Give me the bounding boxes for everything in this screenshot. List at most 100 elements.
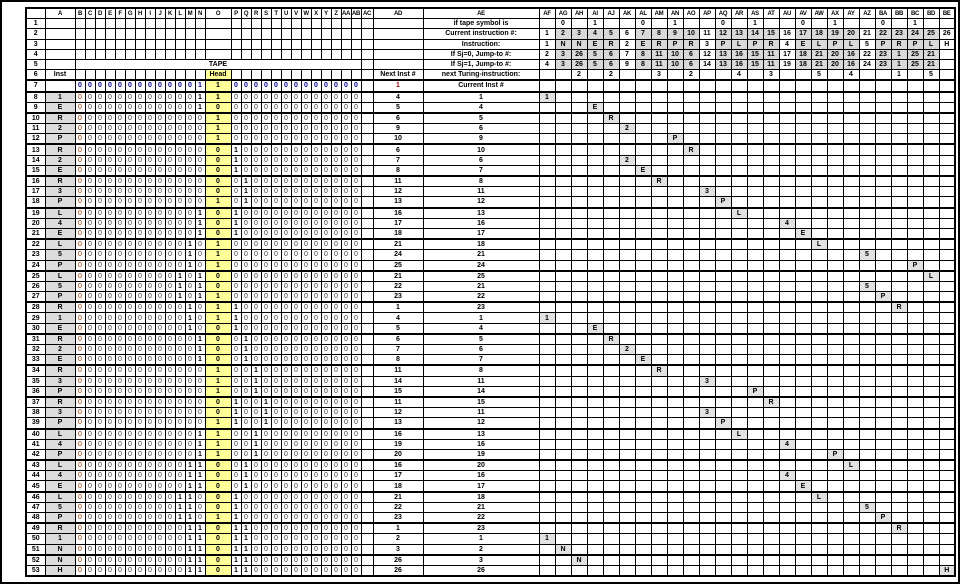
trace-cell[interactable]: [874, 227, 892, 241]
tape-cell[interactable]: 0: [154, 164, 166, 177]
trace-cell[interactable]: [602, 375, 620, 387]
program-cell[interactable]: 5: [602, 28, 620, 40]
tape-cell[interactable]: 0: [340, 343, 352, 356]
trace-cell[interactable]: [634, 333, 652, 345]
tape-cell[interactable]: 0: [184, 333, 196, 345]
trace-cell[interactable]: [570, 396, 588, 409]
tape-cell[interactable]: 0: [194, 123, 206, 135]
tape-cell[interactable]: 1: [240, 343, 252, 356]
tape-cell[interactable]: 0: [154, 396, 166, 409]
col-header-cell[interactable]: P: [230, 7, 242, 20]
tape-cell[interactable]: 0: [94, 143, 106, 156]
tape-cell[interactable]: 0: [320, 270, 332, 282]
current-inst-cell[interactable]: 11: [422, 407, 540, 419]
tape-cell[interactable]: 0: [350, 343, 362, 356]
tape-cell[interactable]: 0: [340, 333, 352, 345]
tape-cell[interactable]: 0: [154, 238, 166, 251]
tape-cell[interactable]: 0: [134, 238, 146, 251]
tape-cell[interactable]: 0: [290, 522, 302, 535]
tape-cell[interactable]: 0: [350, 133, 362, 146]
trace-cell[interactable]: [762, 364, 780, 377]
tape-cell[interactable]: 0: [194, 417, 206, 430]
trace-marker-cell[interactable]: N: [554, 543, 572, 556]
tape-cell[interactable]: 1: [174, 501, 186, 514]
program-cell[interactable]: 18: [794, 58, 812, 71]
tape-cell[interactable]: 0: [280, 491, 292, 503]
trace-cell[interactable]: [746, 564, 764, 577]
spacer-cell[interactable]: [360, 207, 374, 219]
trace-cell[interactable]: [538, 322, 556, 335]
tape-cell[interactable]: 0: [320, 207, 332, 219]
trace-cell[interactable]: [666, 143, 684, 156]
trace-cell[interactable]: [858, 543, 876, 556]
tape-cell[interactable]: 0: [104, 186, 116, 198]
row-number-cell[interactable]: 31: [25, 333, 46, 345]
tape-cell[interactable]: 0: [184, 164, 196, 177]
trace-cell[interactable]: [586, 238, 604, 251]
trace-cell[interactable]: [794, 385, 812, 398]
row-number-cell[interactable]: 2: [25, 28, 46, 40]
inst-label[interactable]: Inst: [44, 69, 76, 82]
tape-cell[interactable]: 0: [300, 91, 312, 103]
tape-cell[interactable]: 0: [270, 207, 282, 219]
trace-cell[interactable]: [794, 217, 812, 229]
trace-cell[interactable]: [842, 238, 860, 251]
col-header-cell[interactable]: BC: [906, 7, 924, 20]
tape-cell[interactable]: [164, 18, 176, 30]
col-header-cell[interactable]: AF: [538, 7, 556, 20]
trace-cell[interactable]: [554, 259, 572, 272]
inst-letter-cell[interactable]: E: [44, 164, 76, 177]
current-inst-cell[interactable]: 22: [422, 512, 540, 525]
head-label[interactable]: Head: [204, 69, 232, 82]
tape-cell[interactable]: 0: [320, 459, 332, 472]
next-inst-cell[interactable]: 5: [372, 101, 424, 114]
tape-cell[interactable]: 0: [114, 428, 126, 440]
tape-cell[interactable]: 0: [174, 533, 186, 545]
trace-cell[interactable]: [746, 301, 764, 314]
tape-cell[interactable]: 0: [280, 438, 292, 450]
trace-cell[interactable]: [938, 396, 956, 409]
trace-cell[interactable]: [714, 428, 732, 440]
trace-cell[interactable]: [682, 217, 700, 229]
tape-cell[interactable]: 0: [164, 417, 176, 430]
spacer-cell[interactable]: [360, 217, 374, 229]
trace-cell[interactable]: [890, 417, 908, 430]
trace-cell[interactable]: [826, 533, 844, 545]
trace-cell[interactable]: [586, 164, 604, 177]
program-cell[interactable]: 9: [618, 58, 636, 71]
trace-cell[interactable]: [666, 207, 684, 219]
tape-cell[interactable]: 0: [230, 428, 242, 440]
tape-cell[interactable]: 0: [124, 459, 136, 472]
tape-cell[interactable]: 0: [144, 123, 156, 135]
trace-cell[interactable]: [602, 533, 620, 545]
trace-cell[interactable]: [538, 428, 556, 440]
row-number-cell[interactable]: 25: [25, 270, 46, 282]
trace-cell[interactable]: [698, 448, 716, 462]
tape-cell[interactable]: 0: [144, 112, 156, 125]
tape-cell[interactable]: 0: [340, 196, 352, 209]
tape-cell[interactable]: 0: [290, 280, 302, 293]
trace-cell[interactable]: [554, 154, 572, 166]
trace-cell[interactable]: [906, 175, 924, 188]
trace-cell[interactable]: [938, 407, 956, 419]
tape-cell[interactable]: 0: [164, 333, 176, 345]
trace-marker-cell[interactable]: R: [650, 175, 668, 188]
next-inst-cell[interactable]: 9: [372, 123, 424, 135]
next-inst-cell[interactable]: 23: [372, 512, 424, 525]
trace-cell[interactable]: [682, 480, 700, 493]
tape-cell[interactable]: 0: [164, 501, 176, 514]
next-inst-cell[interactable]: 20: [372, 448, 424, 462]
trace-cell[interactable]: [938, 101, 956, 114]
tape-cell[interactable]: 1: [240, 354, 252, 367]
tape-cell[interactable]: 1: [184, 459, 196, 472]
trace-cell[interactable]: [906, 79, 924, 93]
trace-cell[interactable]: [634, 448, 652, 462]
col-header-cell[interactable]: V: [290, 7, 302, 20]
tape-cell[interactable]: 0: [144, 428, 156, 440]
program-cell[interactable]: [730, 18, 748, 30]
tape-cell[interactable]: 0: [240, 364, 252, 377]
tape-cell[interactable]: [134, 28, 146, 40]
inst-letter-cell[interactable]: 4: [44, 470, 76, 482]
trace-cell[interactable]: [554, 133, 572, 146]
trace-cell[interactable]: [586, 428, 604, 440]
